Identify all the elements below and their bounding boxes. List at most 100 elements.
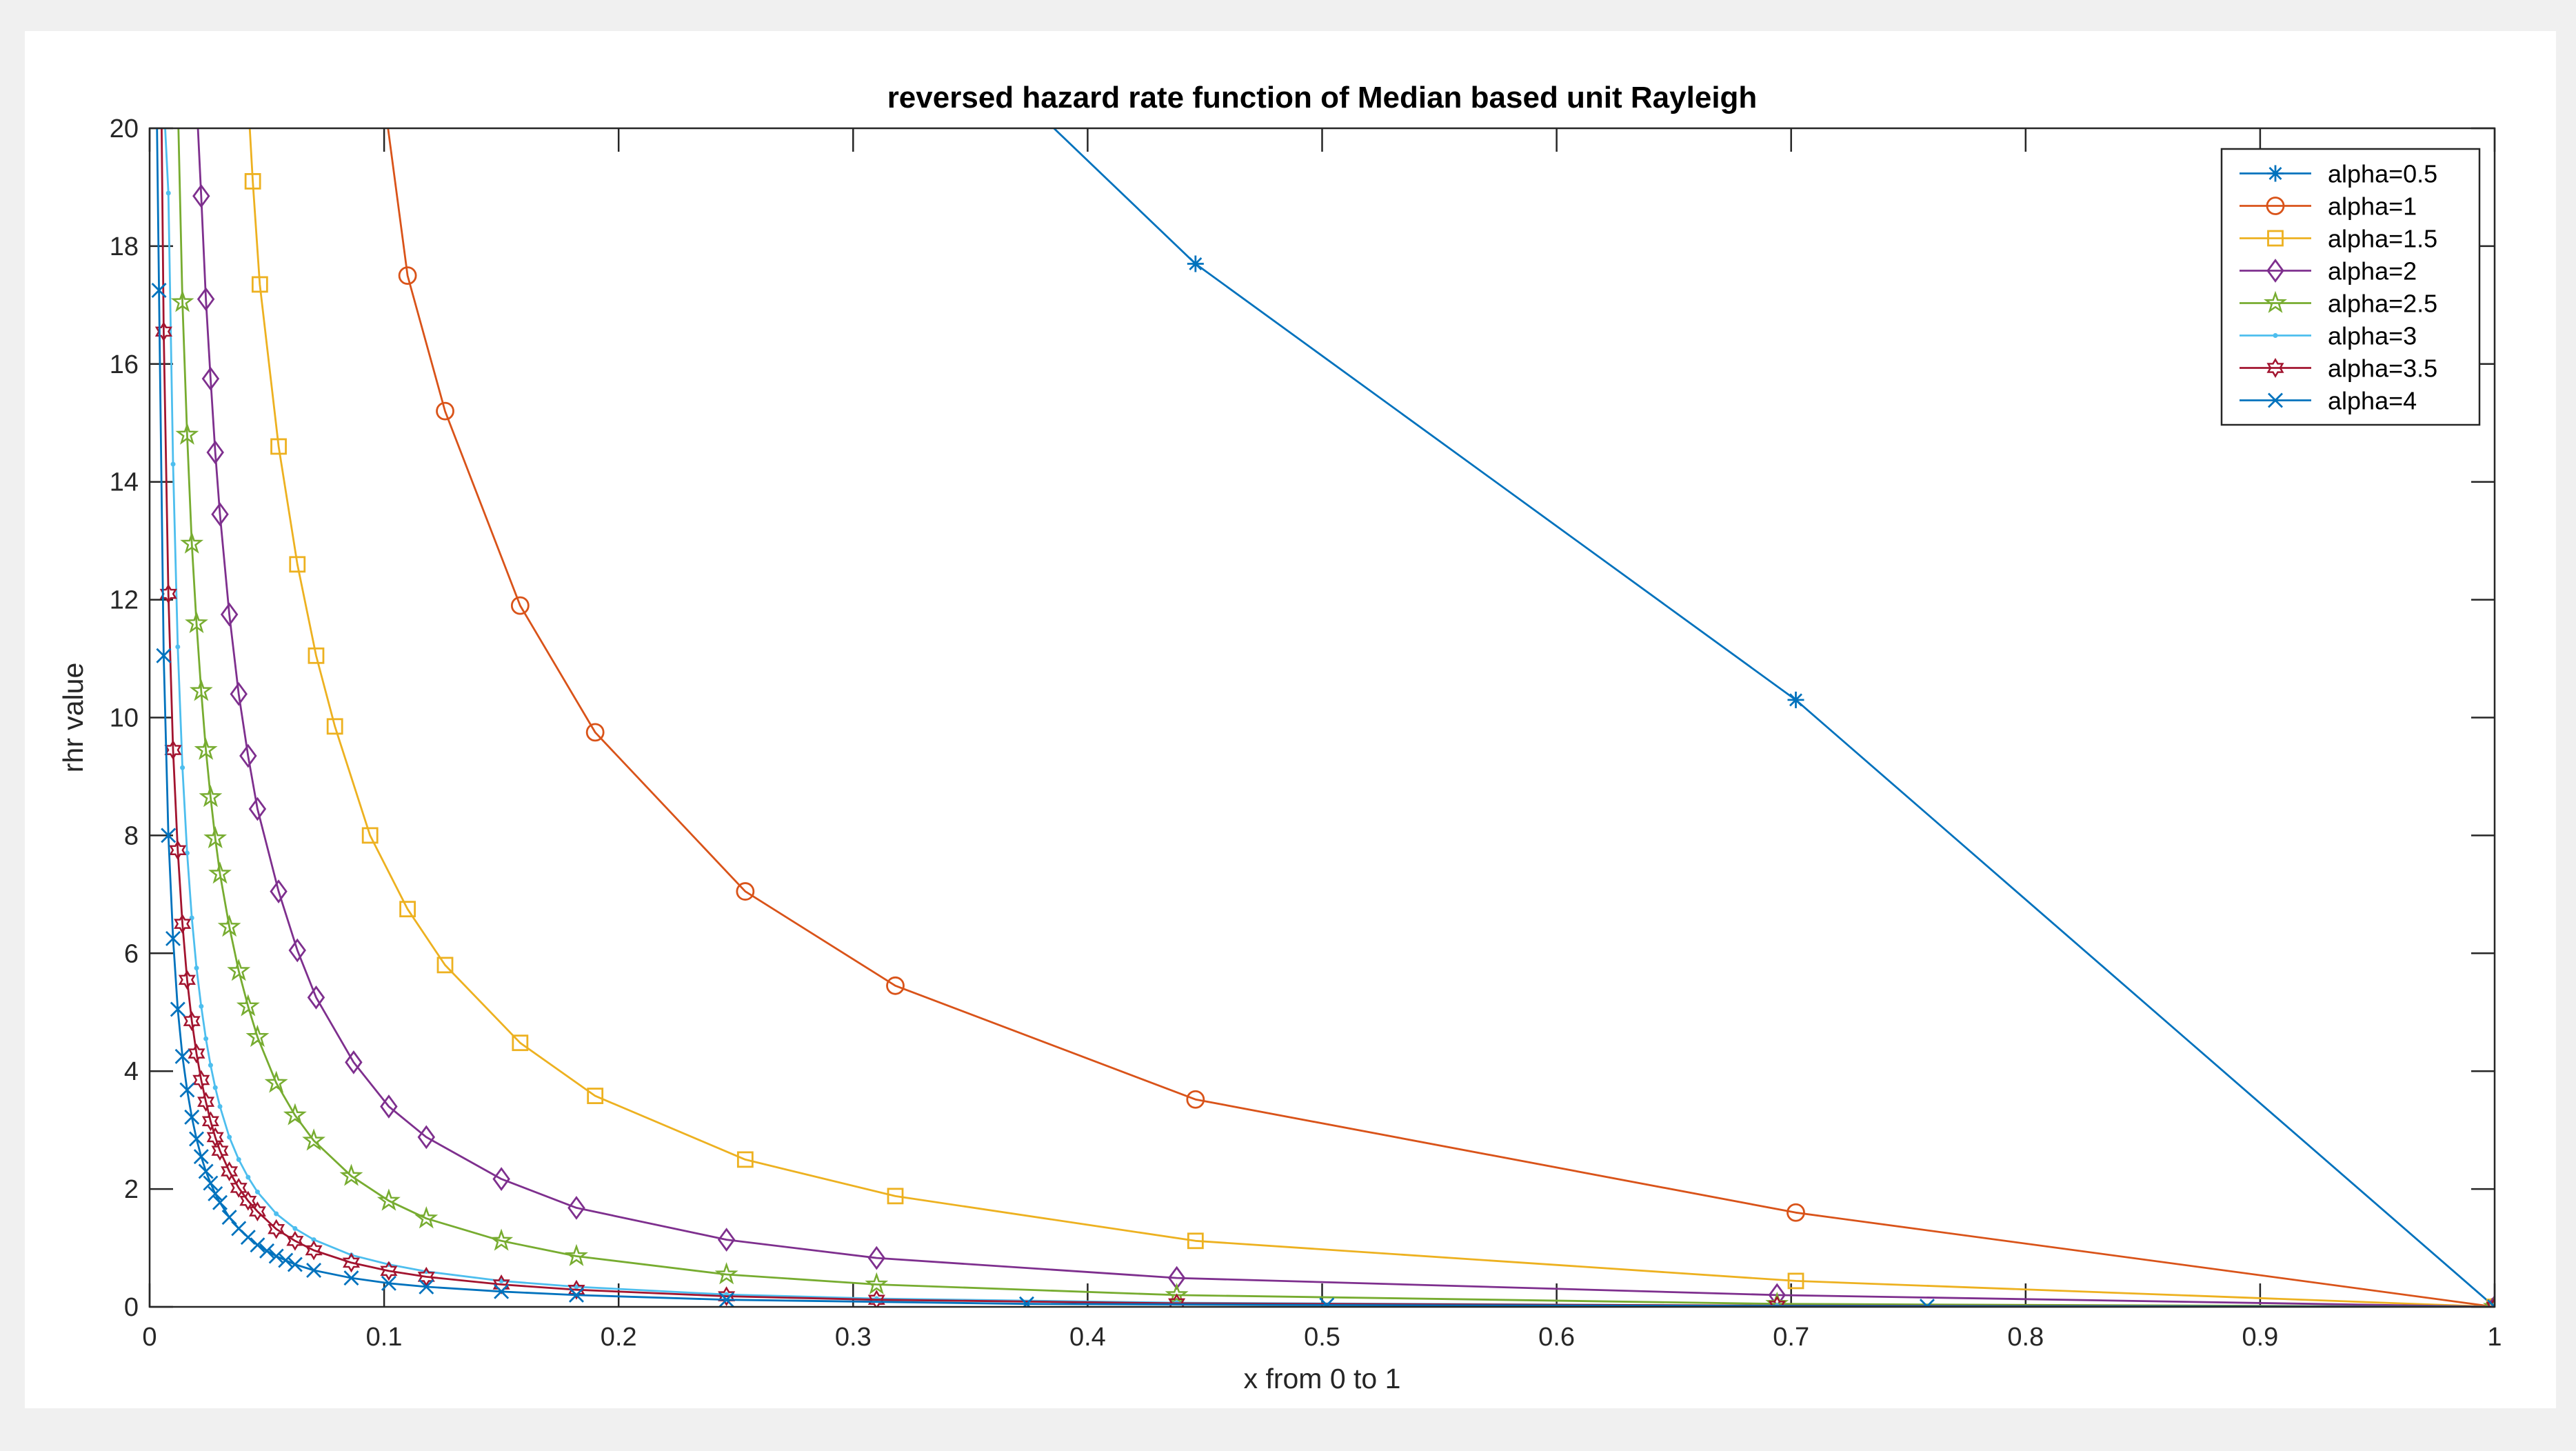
data-point-marker	[414, 1205, 439, 1229]
series-alpha=3	[161, 97, 2495, 1307]
y-tick-label: 8	[124, 821, 139, 850]
data-point-marker	[236, 1157, 241, 1162]
series-alpha=4	[151, 128, 2495, 1307]
data-point-marker	[180, 531, 204, 554]
x-tick-label: 0	[142, 1323, 157, 1352]
data-point-marker	[197, 1092, 215, 1112]
data-point-marker	[270, 879, 288, 903]
data-point-marker	[867, 1245, 886, 1270]
x-tick-label: 0.6	[1538, 1323, 1575, 1352]
data-point-marker	[189, 679, 213, 701]
data-point-marker	[399, 901, 416, 918]
data-point-marker	[345, 1050, 363, 1074]
data-point-marker	[302, 1128, 326, 1151]
data-point-marker	[717, 1228, 736, 1252]
legend: alpha=0.5 alpha=1 alpha=1.5 alpha=2 alpha=2.…	[2220, 148, 2481, 426]
data-point-marker	[436, 401, 454, 421]
legend-label: alpha=2	[2328, 257, 2417, 286]
data-point-marker	[169, 840, 187, 861]
data-point-marker	[212, 1085, 218, 1090]
tick-labels: 0 0.1 0.2 0.3 0.4 0.5 0.6 0.7 0.8 0.9 102468101214…	[110, 114, 2502, 1352]
y-tick-label: 4	[124, 1057, 139, 1086]
data-point-marker	[161, 97, 166, 101]
series-line	[161, 128, 2495, 1307]
y-tick-label: 0	[124, 1293, 139, 1322]
x-tick-label: 0.8	[2007, 1323, 2044, 1352]
data-point-marker	[230, 1177, 248, 1198]
data-point-marker	[288, 938, 306, 963]
data-point-marker	[217, 1103, 223, 1109]
data-point-marker	[220, 602, 239, 627]
data-point-marker	[278, 1252, 294, 1268]
data-point-marker	[174, 914, 192, 934]
series-alpha=0.5	[1052, 128, 2495, 1307]
series-alpha=2.5	[170, 128, 2495, 1307]
plot-frame	[148, 127, 2496, 1308]
data-point-marker	[230, 681, 248, 706]
data-point-marker	[192, 183, 210, 208]
legend-entry: alpha=0.5	[2240, 160, 2437, 188]
legend-marker	[2266, 358, 2284, 378]
data-point-marker	[361, 827, 379, 844]
series-alpha=1.5	[244, 128, 2495, 1307]
data-point-marker	[1319, 1297, 1335, 1307]
data-point-marker	[2487, 1299, 2495, 1307]
data-point-marker	[494, 1283, 510, 1299]
data-point-marker	[154, 321, 172, 342]
data-point-marker	[248, 797, 267, 821]
data-point-marker	[419, 1279, 434, 1294]
legend-entry: alpha=4	[2240, 387, 2417, 415]
data-point-marker	[736, 1151, 754, 1168]
data-point-marker	[184, 850, 190, 856]
chart-title: reversed hazard rate function of Median …	[887, 81, 1758, 114]
data-point-marker	[227, 959, 251, 981]
data-point-marker	[264, 1070, 288, 1093]
data-point-marker	[1787, 1272, 1804, 1290]
series-line	[197, 128, 2495, 1307]
data-point-marker	[417, 1266, 435, 1287]
data-point-marker	[308, 647, 325, 664]
legend-box	[2220, 148, 2481, 426]
series-layer	[151, 88, 2495, 1307]
series-line	[387, 128, 2495, 1307]
data-point-marker	[718, 1292, 734, 1307]
legend-marker	[2268, 392, 2283, 408]
data-point-marker	[887, 1188, 904, 1205]
legend-entry: alpha=1.5	[2240, 225, 2437, 253]
data-point-marker	[161, 828, 177, 843]
data-point-marker	[326, 718, 343, 735]
data-point-marker	[865, 1272, 889, 1295]
data-point-marker	[311, 1237, 316, 1243]
series-line	[164, 128, 2495, 1307]
series-line	[248, 128, 2495, 1307]
data-point-marker	[189, 88, 204, 109]
data-point-marker	[208, 1185, 223, 1201]
legend-entry: alpha=2	[2240, 257, 2417, 286]
data-point-marker	[192, 1070, 210, 1090]
series-alpha=3.5	[154, 128, 2495, 1307]
legend-marker	[2264, 290, 2287, 313]
data-point-marker	[208, 861, 232, 884]
data-point-marker	[203, 1036, 209, 1041]
data-point-marker	[585, 723, 605, 742]
y-tick-label: 12	[110, 586, 139, 615]
data-point-marker	[240, 1230, 256, 1245]
y-tick-label: 6	[124, 939, 139, 968]
series-alpha=1	[387, 128, 2495, 1307]
data-point-marker	[159, 583, 177, 604]
data-point-marker	[305, 1240, 323, 1261]
data-point-marker	[201, 366, 220, 391]
data-point-marker	[248, 1201, 266, 1222]
data-point-marker	[185, 611, 208, 634]
series-line	[177, 128, 2495, 1307]
data-point-marker	[239, 743, 257, 768]
data-point-marker	[197, 287, 215, 312]
data-point-marker	[211, 502, 229, 527]
data-point-marker	[339, 1163, 363, 1186]
data-point-marker	[268, 1219, 285, 1239]
data-point-marker	[170, 290, 194, 312]
data-point-marker	[1167, 1265, 1186, 1290]
data-point-marker	[254, 1189, 260, 1194]
data-point-marker	[1168, 1293, 1186, 1307]
